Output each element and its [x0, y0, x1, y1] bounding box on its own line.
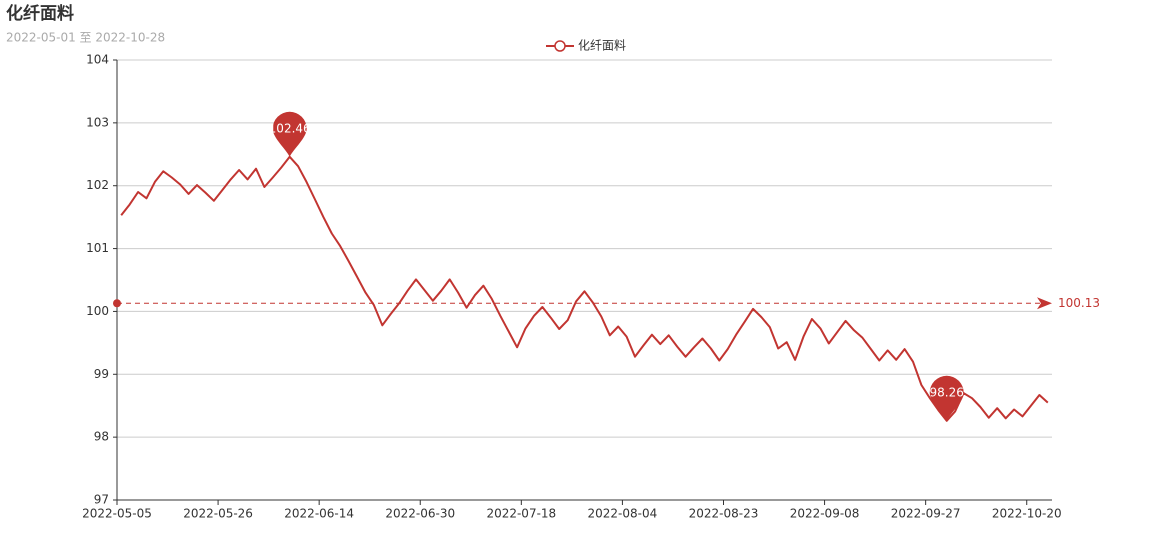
chart-subtitle: 2022-05-01 至 2022-10-28	[6, 31, 165, 45]
pin-marker	[929, 375, 964, 421]
y-tick-label: 100	[86, 304, 109, 318]
chart-title: 化纤面料	[6, 3, 74, 24]
x-tick-label: 2022-06-14	[284, 507, 354, 521]
y-tick-label: 104	[86, 53, 109, 67]
x-tick-label: 2022-09-27	[891, 507, 961, 521]
y-tick-label: 103	[86, 115, 109, 129]
pin-marker	[272, 111, 307, 157]
y-tick-label: 98	[94, 430, 109, 444]
y-tick-label: 97	[94, 493, 109, 507]
mark-line-label: 100.13	[1058, 296, 1100, 310]
legend-marker	[554, 40, 566, 52]
x-tick-label: 2022-08-04	[588, 507, 658, 521]
x-tick-label: 2022-10-20	[992, 507, 1062, 521]
y-tick-label: 102	[86, 178, 109, 192]
y-tick-label: 101	[86, 241, 109, 255]
pin-label: 98.26	[930, 385, 964, 399]
x-tick-label: 2022-08-23	[689, 507, 759, 521]
x-tick-label: 2022-06-30	[385, 507, 455, 521]
mark-line-start	[113, 299, 121, 308]
x-tick-label: 2022-09-08	[790, 507, 860, 521]
series-line	[120, 155, 1049, 422]
mark-line-arrow	[1037, 297, 1052, 310]
x-tick-label: 2022-07-18	[486, 507, 556, 521]
y-tick-label: 99	[94, 367, 109, 381]
x-tick-label: 2022-05-05	[82, 507, 152, 521]
x-tick-label: 2022-05-26	[183, 507, 253, 521]
legend-label[interactable]: 化纤面料	[578, 39, 626, 53]
pin-label: 102.46	[269, 121, 311, 135]
